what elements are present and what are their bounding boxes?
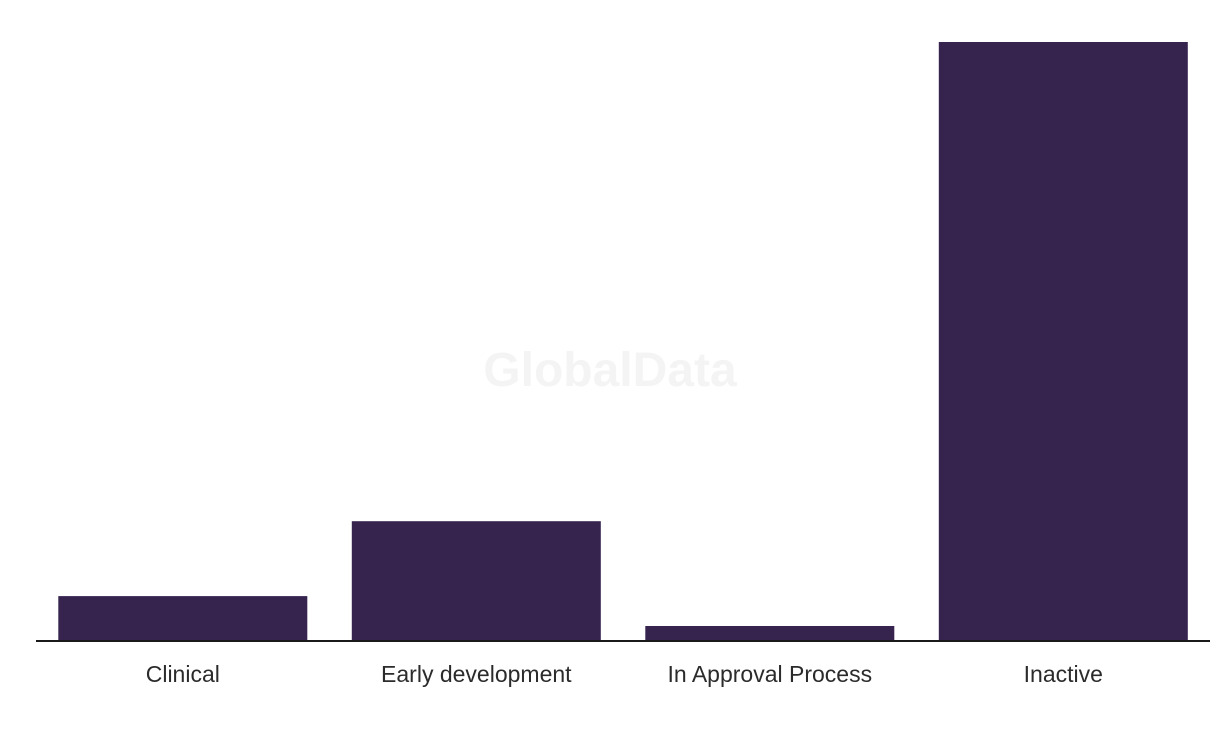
bar-inactive <box>938 42 1188 641</box>
x-tick-label: Early development <box>381 661 572 687</box>
x-tick-labels: Clinical Early development In Approval Pro… <box>146 661 1103 687</box>
bars-group <box>58 42 1188 641</box>
bar-early-development <box>351 521 601 641</box>
watermark-text: GlobalData <box>483 344 737 397</box>
x-tick-label: Inactive <box>1024 661 1103 687</box>
bar-clinical <box>58 596 308 641</box>
x-tick-label: In Approval Process <box>668 661 873 687</box>
bar-in-approval-process <box>645 626 895 641</box>
x-tick-label: Clinical <box>146 661 220 687</box>
